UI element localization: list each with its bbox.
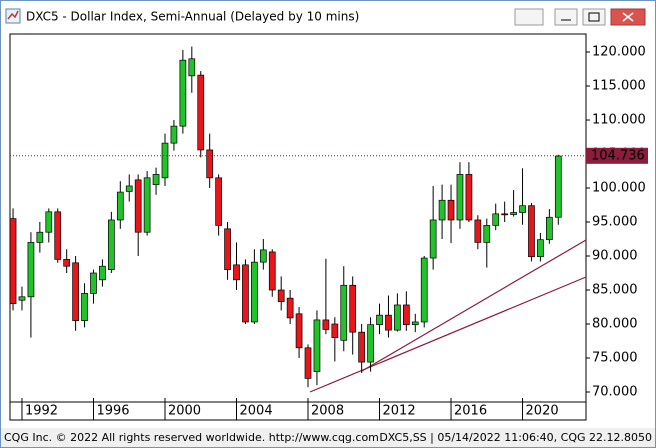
candle-body (295, 313, 303, 349)
candle-body (18, 296, 26, 301)
x-tick-label: 1996 (96, 404, 129, 419)
candle-body (116, 191, 124, 221)
candle-body (546, 216, 553, 241)
candle-body (367, 324, 374, 363)
candle-body (188, 58, 196, 77)
candle-body (510, 212, 517, 215)
candle-body (438, 199, 446, 221)
trend-line (309, 276, 587, 393)
candle-body (277, 289, 285, 302)
candle-body (134, 179, 142, 233)
candle-body (501, 213, 509, 216)
y-tick-label: 90.000 (592, 249, 638, 264)
candle-body (152, 174, 160, 185)
candle-body (385, 314, 392, 331)
candle-body (394, 304, 401, 331)
link-button[interactable] (514, 8, 544, 26)
trend-line (361, 239, 587, 372)
candle-body (492, 213, 500, 226)
candle-body (313, 319, 321, 372)
candle-body (108, 219, 115, 270)
candle-body (170, 125, 178, 144)
candle-body (465, 174, 473, 221)
x-tick-label: 2020 (526, 404, 559, 419)
candle-body (143, 177, 151, 233)
maximize-glyph (588, 12, 600, 22)
candle-body (331, 323, 339, 338)
candle-body (36, 231, 44, 243)
candle-body (161, 142, 169, 179)
candle-body (456, 174, 464, 221)
candle-body (233, 264, 240, 281)
status-info: DXC5,SS | 05/14/2022 11:06:40, CQG 22.12… (379, 431, 652, 444)
last-price-label: 104.736 (591, 148, 645, 163)
candle-body (259, 249, 267, 263)
candle-body (554, 155, 562, 218)
plot-frame (9, 33, 587, 421)
candle-body (125, 185, 133, 192)
candle-body (99, 265, 106, 281)
candle-body (537, 239, 544, 258)
candle-body (483, 225, 491, 243)
candle-body (63, 259, 71, 267)
candle-body (9, 218, 17, 304)
candle-body (519, 205, 526, 213)
status-bar (1, 428, 655, 447)
y-tick-label: 120.000 (592, 45, 646, 60)
candle-body (179, 59, 187, 127)
x-tick-label: 2000 (168, 404, 201, 419)
candle-body (447, 199, 455, 221)
candle-body (474, 219, 482, 243)
y-tick-label: 70.000 (592, 385, 638, 400)
y-tick-label: 115.000 (592, 79, 646, 94)
candle-body (411, 321, 419, 326)
candle-body (242, 264, 249, 323)
app-icon-glyph (7, 10, 19, 20)
candle-body (429, 219, 437, 259)
minimize-button[interactable] (554, 8, 578, 26)
x-tick-label: 2016 (454, 404, 487, 419)
candle-body (72, 262, 79, 321)
candle-body (197, 74, 205, 151)
candle-body (215, 177, 222, 226)
window-buttons (514, 8, 646, 26)
candle-body (420, 257, 428, 323)
copyright: CQG Inc. © 2022 All rights reserved worl… (4, 431, 379, 444)
window-title: DXC5 - Dollar Index, Semi-Annual (Delaye… (26, 10, 359, 24)
x-tick-label: 2008 (311, 404, 344, 419)
x-tick-label: 2012 (383, 404, 416, 419)
candle-body (304, 347, 312, 379)
maximize-button[interactable] (582, 8, 606, 26)
candle-body (27, 242, 35, 298)
y-tick-label: 95.000 (592, 215, 638, 230)
last-price-box (586, 147, 648, 164)
title-bar (1, 1, 655, 31)
y-tick-label: 75.000 (592, 351, 638, 366)
candle-body (81, 293, 88, 321)
y-tick-label: 100.000 (592, 181, 646, 196)
x-tick-label: 2004 (240, 404, 273, 419)
candle-body (224, 228, 231, 270)
x-tick-label: 1992 (25, 404, 58, 419)
candle-body (54, 211, 62, 260)
candle-body (206, 149, 214, 179)
candle-body (376, 314, 383, 326)
candle-body (402, 304, 410, 326)
candle-body (45, 211, 53, 233)
candle-body (349, 284, 357, 333)
y-tick-label: 110.000 (592, 113, 646, 128)
candle-body (322, 319, 330, 330)
candle-body (268, 251, 276, 291)
candle-body (90, 272, 97, 294)
close-glyph (622, 12, 634, 22)
candle-body (528, 205, 535, 258)
y-tick-label: 85.000 (592, 283, 638, 298)
candle-body (251, 261, 258, 323)
candle-body (286, 297, 294, 319)
y-tick-label: 80.000 (592, 317, 638, 332)
candle-body (340, 284, 348, 341)
candle-body (358, 331, 365, 363)
